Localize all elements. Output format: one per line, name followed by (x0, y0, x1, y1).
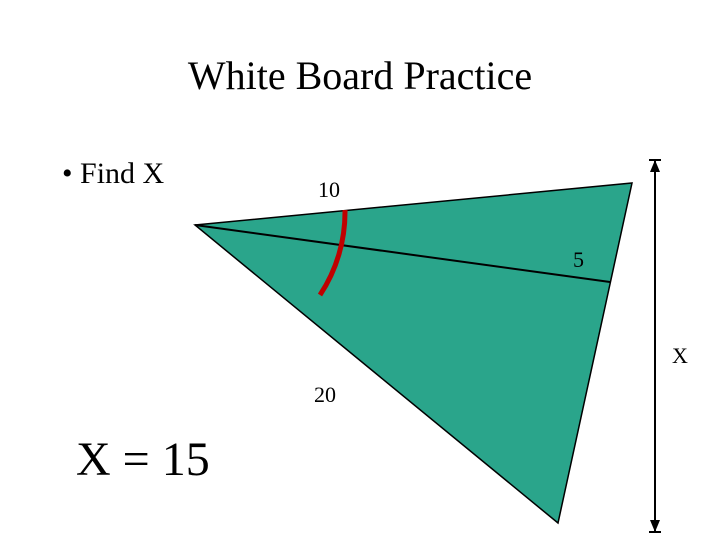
dim-arrow-top (650, 160, 660, 172)
dim-arrow-bot (650, 520, 660, 532)
answer-text: X = 15 (76, 432, 210, 487)
label-x: X (672, 343, 688, 369)
label-top-10: 10 (318, 177, 340, 203)
label-mid-20: 20 (314, 382, 336, 408)
label-right-5: 5 (573, 247, 584, 273)
